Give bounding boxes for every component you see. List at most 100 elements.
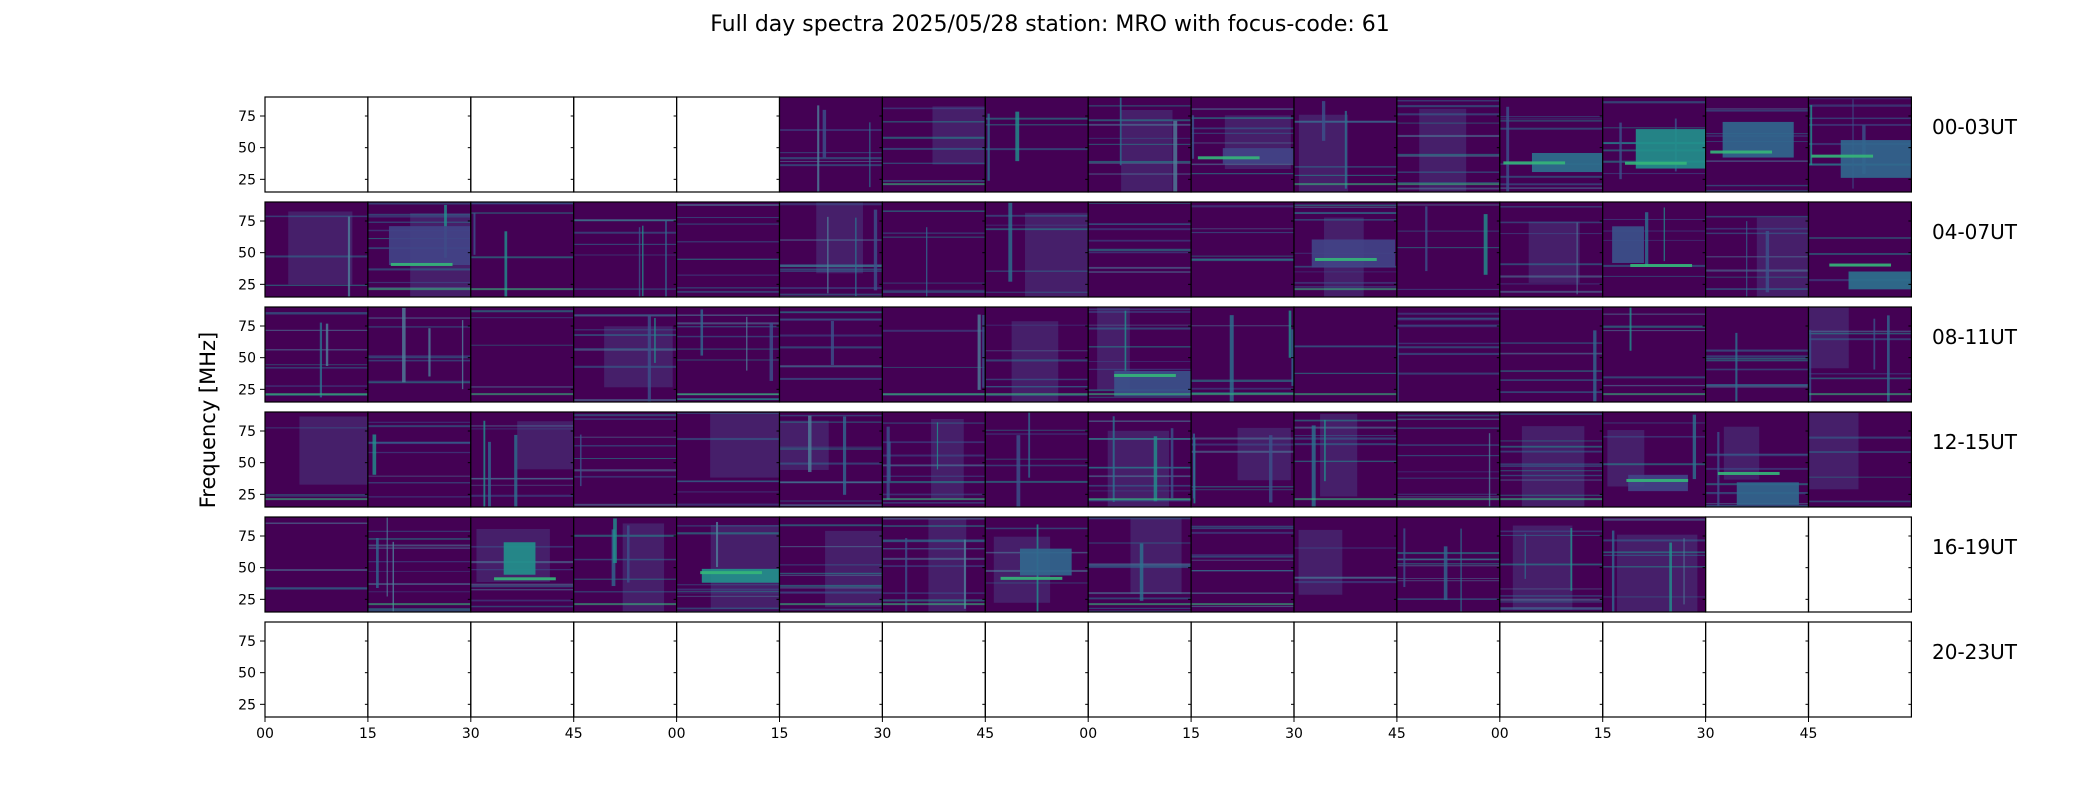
spectrogram-panel xyxy=(264,306,369,403)
spectrogram-panel xyxy=(1396,411,1501,508)
spectrogram-panel xyxy=(470,201,575,298)
spectrogram-panel xyxy=(1499,306,1604,403)
spectrogram-panel xyxy=(1190,516,1295,613)
x-tick-label: 15 xyxy=(771,726,789,742)
y-tick-label: 75 xyxy=(238,424,256,440)
x-tick-label: 30 xyxy=(873,726,891,742)
spectrogram-panel xyxy=(1190,201,1295,298)
spectrogram-panel xyxy=(1293,516,1398,613)
row-label: 16-19UT xyxy=(1932,535,2018,559)
row-label: 12-15UT xyxy=(1932,430,2018,454)
spectrogram-panel xyxy=(1704,621,1810,718)
x-tick-label: 15 xyxy=(1182,726,1200,742)
spectrogram-panel xyxy=(470,411,575,508)
row-label: 20-23UT xyxy=(1932,640,2018,664)
spectrogram-panel xyxy=(1807,201,1913,298)
spectrogram-panel xyxy=(1087,96,1192,193)
spectrogram-panel xyxy=(573,306,678,403)
spectra-row: 25 50 75 08-11UT xyxy=(238,306,2018,403)
spectrogram-panel xyxy=(1293,306,1398,403)
y-tick-label: 75 xyxy=(238,529,256,545)
y-tick-label: 25 xyxy=(238,592,256,608)
x-tick-label: 45 xyxy=(1800,726,1818,742)
spectrogram-panel xyxy=(1087,201,1192,298)
spectrogram-panel xyxy=(367,96,472,193)
y-tick-label: 50 xyxy=(238,246,256,262)
x-tick-label: 45 xyxy=(976,726,994,742)
x-tick-label: 45 xyxy=(565,726,583,742)
spectrogram-panel xyxy=(881,621,986,718)
y-tick-label: 50 xyxy=(238,456,256,472)
spectrogram-panel xyxy=(778,621,884,718)
spectrogram-panel xyxy=(470,306,575,403)
spectrogram-panel xyxy=(573,96,678,193)
spectrogram-panel xyxy=(1602,621,1707,718)
spectrogram-panel xyxy=(1807,621,1913,718)
spectrogram-panel xyxy=(1807,96,1913,193)
x-tick-label: 45 xyxy=(1388,726,1406,742)
spectrogram-panel xyxy=(1087,411,1192,508)
spectrogram-panel xyxy=(470,621,575,718)
spectrogram-panel xyxy=(675,201,781,298)
spectrogram-panel xyxy=(1293,201,1398,298)
spectrogram-panel xyxy=(984,201,1089,298)
x-tick-label: 00 xyxy=(1079,726,1097,742)
spectrogram-panel xyxy=(1396,201,1501,298)
spectrogram-panel xyxy=(881,201,986,298)
spectrogram-panel xyxy=(1704,306,1810,403)
spectrogram-panel xyxy=(264,411,369,508)
spectrogram-panel xyxy=(264,96,369,193)
spectrogram-panel xyxy=(1807,516,1913,613)
x-tick-label: 30 xyxy=(1697,726,1715,742)
y-tick-label: 50 xyxy=(238,561,256,577)
spectrogram-panel xyxy=(675,96,781,193)
spectrogram-panel xyxy=(1396,306,1501,403)
spectrogram-panel xyxy=(367,621,472,718)
spectrogram-panel xyxy=(470,96,575,193)
row-label: 04-07UT xyxy=(1932,220,2018,244)
spectrogram-panel xyxy=(573,516,678,613)
spectrogram-panel xyxy=(1087,621,1192,718)
y-tick-label: 75 xyxy=(238,634,256,650)
spectrogram-panel xyxy=(984,411,1089,508)
y-tick-label: 75 xyxy=(238,214,256,230)
spectrogram-panel xyxy=(1499,411,1604,508)
spectrogram-panel xyxy=(1704,516,1810,613)
spectrogram-panel xyxy=(1602,96,1707,193)
spectrogram-panel xyxy=(1704,96,1810,193)
spectrogram-panel xyxy=(264,201,369,298)
spectrogram-panel xyxy=(1499,201,1604,298)
y-tick-label: 25 xyxy=(238,172,256,188)
spectrogram-panel xyxy=(881,516,986,613)
spectrogram-panel xyxy=(1087,516,1192,613)
y-tick-label: 25 xyxy=(238,382,256,398)
spectrogram-panel xyxy=(778,516,884,613)
spectrogram-panel xyxy=(264,516,369,613)
x-tick-label: 00 xyxy=(256,726,274,742)
chart-title: Full day spectra 2025/05/28 station: MRO… xyxy=(710,12,1390,37)
spectrogram-panel xyxy=(367,306,472,403)
spectrogram-panel xyxy=(1499,621,1604,718)
spectrogram-panel xyxy=(1807,411,1913,508)
spectra-row: 25 50 75 04-07UT xyxy=(238,201,2018,298)
spectrogram-panel xyxy=(367,411,472,508)
y-tick-label: 75 xyxy=(238,319,256,335)
spectrogram-panel xyxy=(778,201,884,298)
spectrogram-panel xyxy=(1807,306,1913,403)
spectrogram-panel xyxy=(1087,306,1192,403)
spectra-row: 25 50 75 16-19UT xyxy=(238,516,2018,613)
spectrogram-panel xyxy=(1293,621,1398,718)
spectrogram-panel xyxy=(778,411,884,508)
spectrogram-panel xyxy=(1293,96,1398,193)
row-label: 08-11UT xyxy=(1932,325,2018,349)
y-tick-label: 25 xyxy=(238,697,256,713)
spectrogram-panel xyxy=(1396,621,1501,718)
x-tick-label: 15 xyxy=(359,726,377,742)
y-tick-label: 75 xyxy=(238,109,256,125)
spectrogram-panel xyxy=(778,306,884,403)
spectrogram-panel xyxy=(470,516,575,613)
spectrogram-panel xyxy=(675,516,781,613)
spectrogram-panel xyxy=(1293,411,1398,508)
spectra-row: 25 50 75 12-15UT xyxy=(238,411,2018,508)
x-tick-label: 00 xyxy=(1491,726,1509,742)
